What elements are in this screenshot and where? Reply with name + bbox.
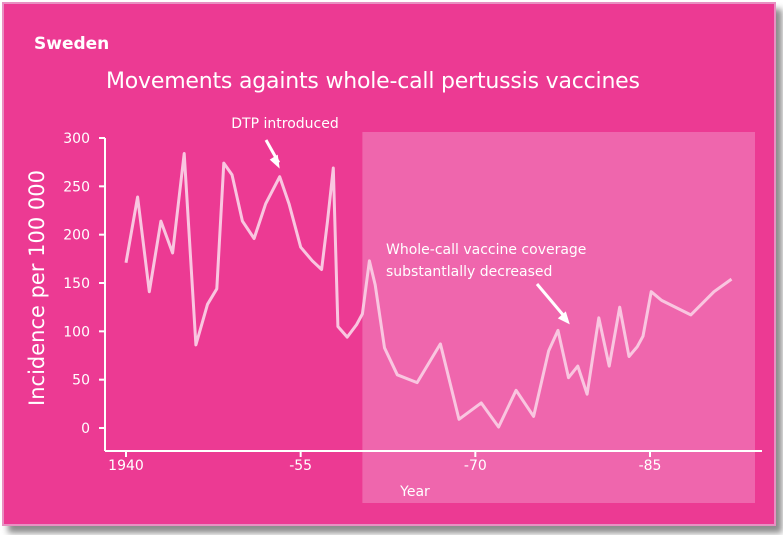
x-tick-label: -85	[639, 458, 662, 474]
y-tick-label: 250	[63, 179, 90, 195]
annotation-coverage-label-line2: substantlally decreased	[386, 264, 552, 280]
annotation-dtp-arrowhead	[269, 154, 280, 169]
series-line	[124, 152, 733, 429]
x-axis-label: Year	[399, 484, 430, 500]
annotation-dtp-label: DTP introduced	[231, 116, 338, 132]
chart-title: Movements againts whole-call pertussis v…	[106, 69, 640, 94]
y-axis-label: Incidence per 100 000	[25, 170, 49, 406]
x-tick-label: -55	[289, 458, 312, 474]
annotation-coverage-arrow	[535, 283, 568, 321]
y-tick-label: 200	[63, 228, 90, 244]
y-ticks: 0 50 100 150 200 250 300	[63, 131, 105, 437]
annotation-coverage-label: Whole-call vaccine coverage	[386, 242, 586, 258]
y-tick-label: 300	[63, 131, 90, 147]
x-ticks: 1940 -55 -70 -85	[108, 451, 661, 474]
country-label: Sweden	[34, 34, 110, 54]
highlight-region	[362, 132, 755, 503]
annotations: DTP introduced Whole-call vaccine coverag…	[231, 116, 586, 325]
y-tick-label: 150	[63, 276, 90, 292]
x-tick-label: 1940	[108, 458, 144, 474]
x-tick-label: -70	[464, 458, 487, 474]
y-tick-label: 50	[72, 373, 90, 389]
annotation-coverage-arrowhead	[557, 311, 570, 325]
y-tick-label: 100	[63, 324, 90, 340]
y-tick-label: 0	[81, 421, 90, 437]
